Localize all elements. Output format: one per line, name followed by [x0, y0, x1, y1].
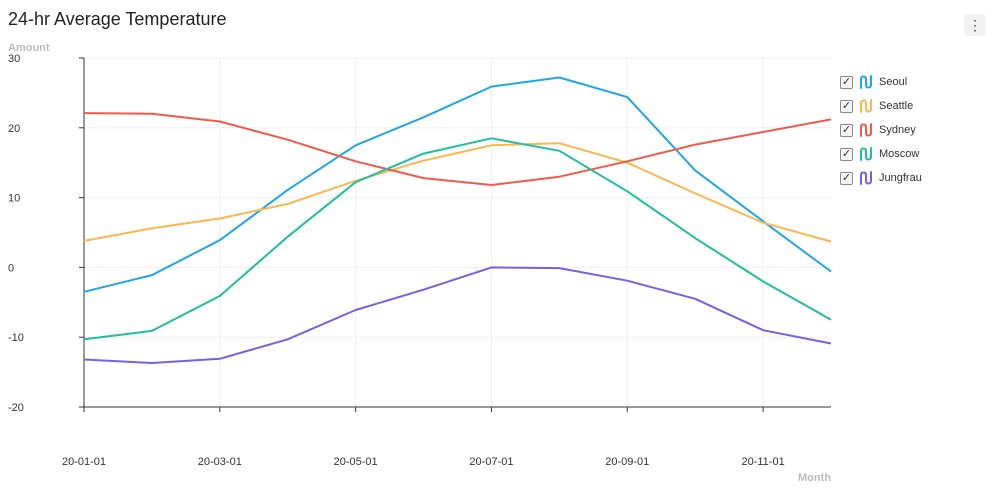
axis-labels: 30 20 10 0 -10 -20 20-01-01 20-03-01 20-05-01 20-… [8, 42, 831, 484]
axes [79, 57, 831, 412]
x-tick-label: 20-05-01 [334, 456, 378, 468]
chart-menu-button[interactable]: ⋮ [964, 14, 986, 36]
series-line-seattle [83, 142, 832, 243]
series-line-sydney [83, 112, 832, 186]
line-series-icon [860, 123, 872, 137]
legend-item-seattle[interactable]: ✓ Seattle [840, 94, 922, 118]
y-tick-label: 20 [8, 123, 20, 135]
line-series-icon [860, 99, 872, 113]
grid [83, 57, 831, 408]
series-line-seoul [83, 76, 832, 293]
y-tick-label: -20 [8, 402, 24, 414]
legend-item-seoul[interactable]: ✓ Seoul [840, 70, 922, 94]
legend-checkbox[interactable]: ✓ [840, 75, 853, 89]
x-tick-label: 20-03-01 [198, 456, 242, 468]
legend-label: Moscow [879, 148, 920, 160]
series-line-moscow [83, 137, 832, 341]
legend-label: Sydney [879, 124, 916, 136]
legend-checkbox[interactable]: ✓ [840, 147, 853, 161]
y-tick-label: 30 [8, 53, 20, 65]
chart-title: 24-hr Average Temperature [8, 9, 227, 29]
y-axis-title: Amount [8, 42, 50, 54]
series-line-jungfrau [83, 266, 832, 364]
legend-checkbox[interactable]: ✓ [840, 171, 853, 185]
x-tick-label: 20-11-01 [741, 456, 784, 468]
legend-checkbox[interactable]: ✓ [840, 99, 853, 113]
line-series-icon [860, 171, 872, 185]
legend-label: Jungfrau [879, 172, 922, 184]
legend: ✓ Seoul ✓ Seattle ✓ Sydney ✓ Moscow ✓ Jungfrau [840, 70, 922, 190]
x-tick-label: 20-09-01 [605, 456, 649, 468]
x-tick-label: 20-07-01 [469, 456, 513, 468]
y-tick-label: 10 [8, 193, 20, 205]
kebab-menu-icon: ⋮ [968, 16, 982, 33]
series-lines [83, 76, 832, 364]
legend-item-moscow[interactable]: ✓ Moscow [840, 142, 922, 166]
x-axis-title: Month [798, 472, 831, 484]
line-series-icon [860, 75, 872, 89]
line-series-icon [860, 147, 872, 161]
legend-label: Seoul [879, 76, 908, 88]
x-tick-label: 20-01-01 [62, 456, 106, 468]
y-tick-label: -10 [8, 332, 24, 344]
legend-checkbox[interactable]: ✓ [840, 123, 853, 137]
legend-label: Seattle [879, 100, 914, 112]
legend-item-jungfrau[interactable]: ✓ Jungfrau [840, 166, 922, 190]
y-tick-label: 0 [8, 262, 14, 274]
legend-item-sydney[interactable]: ✓ Sydney [840, 118, 922, 142]
